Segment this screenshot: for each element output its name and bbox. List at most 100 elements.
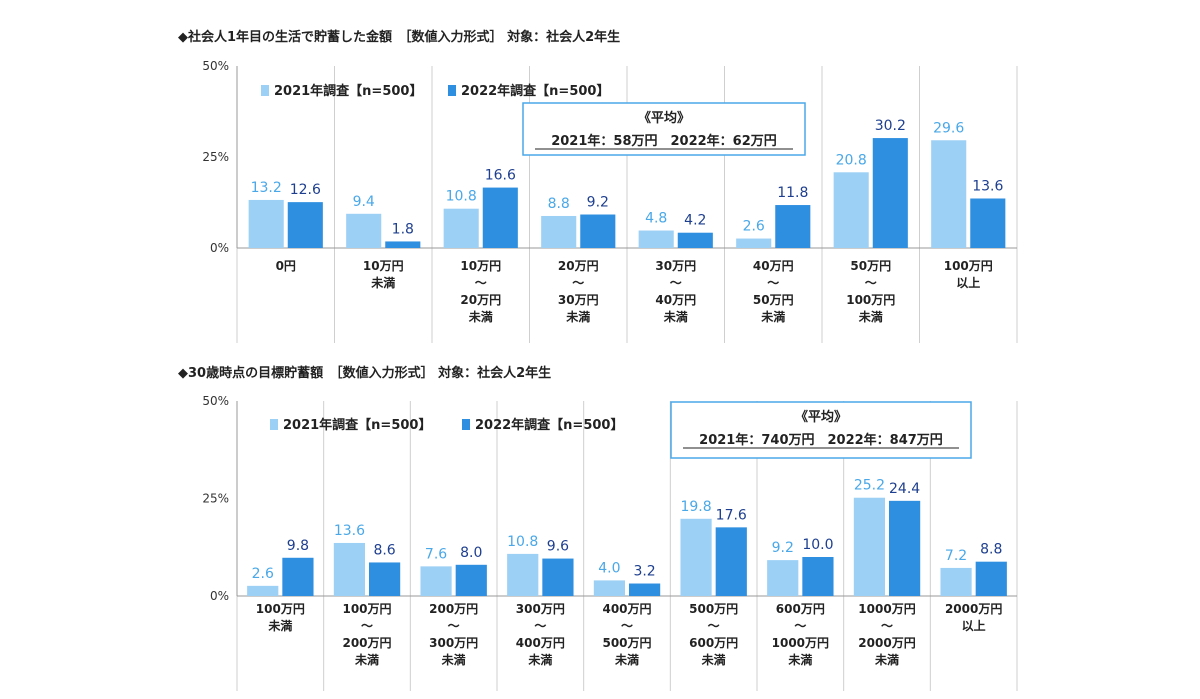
chart1-bar-2021: [443, 208, 479, 248]
chart2-category-label: 未満: [614, 652, 639, 667]
chart1-category-label: 0円: [276, 259, 296, 273]
chart2-category-label: ～: [448, 619, 460, 633]
chart1-ytick-label: 25%: [202, 150, 229, 164]
chart2-bar-2021: [333, 542, 365, 596]
chart1-category-label: 50万円: [753, 293, 794, 307]
chart1-bar-2022: [580, 214, 616, 248]
chart1-bar-2022: [872, 138, 908, 248]
chart2-data-label: 10.8: [507, 534, 538, 550]
chart2-category-label: 300万円: [516, 602, 565, 616]
chart1-average-text: 2021年：58万円 2022年：62万円: [551, 133, 777, 149]
chart2-data-label: 4.0: [598, 560, 620, 576]
chart2-category-label: ～: [794, 619, 806, 633]
chart2-category-label: 200万円: [342, 636, 391, 650]
chart1-category-label: 未満: [468, 309, 493, 324]
chart1-category-label: 20万円: [460, 293, 501, 307]
chart1-category-label: 40万円: [753, 259, 794, 273]
chart2-data-label: 9.2: [772, 540, 794, 556]
chart2-data-label: 8.8: [980, 542, 1002, 558]
chart2-data-label: 3.2: [633, 564, 655, 580]
chart1-average-title: 《平均》: [638, 110, 690, 126]
chart2-category-label: 2000万円: [858, 636, 915, 650]
chart1-data-label: 9.2: [587, 195, 609, 211]
chart1-category-label: 10万円: [460, 259, 501, 273]
chart2-legend-swatch: [270, 419, 278, 430]
chart1-category-label: 30万円: [655, 259, 696, 273]
chart2-category-label: 300万円: [429, 636, 478, 650]
chart1-bar-2021: [931, 140, 967, 248]
chart2-category-label: 未満: [787, 652, 812, 667]
chart1-data-label: 8.8: [548, 196, 570, 212]
chart1-category-label: ～: [767, 276, 779, 290]
chart2-bar-2021: [247, 585, 279, 596]
chart2-category-label: 200万円: [429, 602, 478, 616]
chart2-data-label: 13.6: [334, 523, 365, 539]
chart1-category-label: 未満: [760, 309, 785, 324]
chart1-category-label: 未満: [858, 309, 883, 324]
chart1-data-label: 11.8: [777, 185, 808, 201]
chart1-bar-2021: [541, 215, 577, 248]
chart1-legend-swatch: [261, 85, 269, 96]
chart2-category-label: 1000万円: [772, 636, 829, 650]
chart2-bar-2022: [369, 562, 401, 596]
chart2-title: ◆30歳時点の目標貯蓄額 ［数値入力形式］ 対象：社会人2年生: [178, 366, 552, 381]
chart1-bar-2022: [677, 232, 713, 248]
chart2-category-label: 未満: [527, 652, 552, 667]
chart2-bar-2021: [507, 553, 539, 596]
chart2-data-label: 25.2: [854, 478, 885, 494]
chart1-average-box: [522, 102, 806, 156]
chart2-legend-label: 2021年調査【n=500】: [283, 417, 431, 433]
chart2-category-label: 未満: [354, 652, 379, 667]
chart1-title: ◆社会人1年目の生活で貯蓄した金額 ［数値入力形式］ 対象：社会人2年生: [178, 30, 621, 45]
chart2-data-label: 10.0: [802, 537, 833, 553]
chart1-ytick-label: 50%: [202, 59, 229, 73]
chart1-data-label: 2.6: [743, 219, 765, 235]
chart1-data-label: 20.8: [836, 152, 867, 168]
chart2-average-box: [670, 401, 972, 459]
chart1-category-label: 未満: [663, 309, 688, 324]
chart2-bar-2021: [853, 497, 885, 596]
chart1-category-label: 50万円: [850, 259, 891, 273]
chart2-category-label: 500万円: [602, 636, 651, 650]
chart2-category-label: 100万円: [256, 602, 305, 616]
chart1-data-label: 12.6: [290, 182, 321, 198]
chart2-data-label: 7.2: [945, 548, 967, 564]
chart1-category-label: ～: [475, 276, 487, 290]
chart1-data-label: 4.2: [684, 213, 706, 229]
chart1-data-label: 9.4: [353, 194, 375, 210]
chart1-category-label: 30万円: [558, 293, 599, 307]
chart2-category-label: 1000万円: [858, 602, 915, 616]
chart1-bar-2021: [833, 172, 869, 248]
chart2-legend-label: 2022年調査【n=500】: [475, 417, 623, 433]
chart2-data-label: 17.6: [716, 507, 747, 523]
chart2-data-label: 8.0: [460, 545, 482, 561]
chart2-bar-2022: [975, 561, 1007, 596]
chart2-category-label: 400万円: [516, 636, 565, 650]
chart2-category-label: 600万円: [689, 636, 738, 650]
chart1-category-label: ～: [865, 276, 877, 290]
chart1-category-label: 100万円: [944, 259, 993, 273]
chart2-ytick-label: 50%: [202, 394, 229, 408]
chart1-category-label: ～: [572, 276, 584, 290]
chart2-bar-2021: [767, 560, 799, 596]
chart2-category-label: ～: [881, 619, 893, 633]
chart1-bar-2022: [482, 187, 518, 248]
chart2-category-label: 未満: [874, 652, 899, 667]
chart1-data-label: 30.2: [875, 118, 906, 134]
chart1-category-label: 40万円: [655, 293, 696, 307]
chart1-bar-2021: [736, 238, 772, 248]
chart1-data-label: 10.8: [446, 189, 477, 205]
chart2-data-label: 24.4: [889, 481, 920, 497]
chart2-bar-2021: [680, 518, 712, 596]
chart2-data-label: 2.6: [252, 566, 274, 582]
chart2-category-label: 2000万円: [945, 602, 1002, 616]
chart1-category-label: 未満: [370, 275, 395, 290]
chart2-bar-2021: [420, 566, 452, 596]
chart1-category-label: 10万円: [363, 259, 404, 273]
chart2-category-label: 400万円: [602, 602, 651, 616]
chart2-data-label: 9.8: [287, 538, 309, 554]
chart2-ytick-label: 25%: [202, 492, 229, 506]
chart2-bar-2022: [715, 527, 747, 596]
chart2-category-label: 未満: [267, 618, 292, 633]
